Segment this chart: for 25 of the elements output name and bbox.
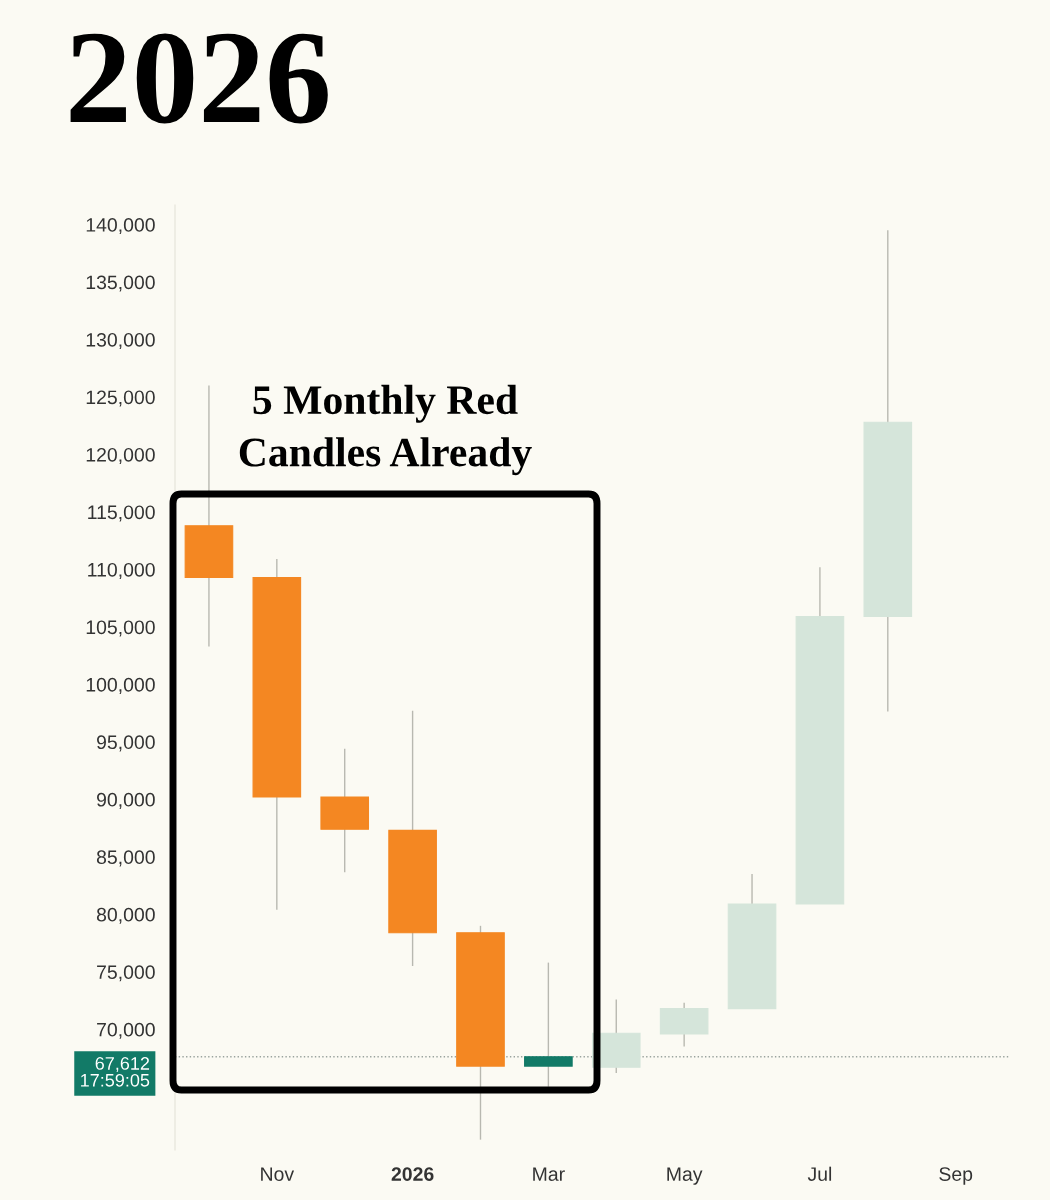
y-tick-label: 100,000 xyxy=(86,677,155,694)
y-tick-label: 70,000 xyxy=(97,1022,155,1039)
y-tick-label: 85,000 xyxy=(96,850,155,867)
x-tick-label: Mar xyxy=(533,1167,565,1181)
ref-line-label: 67,612 17:59:05 xyxy=(81,1057,150,1087)
y-tick-label: 110,000 xyxy=(88,562,155,579)
y-tick-label: 130,000 xyxy=(86,332,155,350)
x-tick-label: May xyxy=(667,1167,703,1185)
y-tick-label: 140,000 xyxy=(86,218,155,235)
y-tick-label: 80,000 xyxy=(96,907,155,924)
y-tick-label: 120,000 xyxy=(86,447,155,464)
x-tick-label: Sep xyxy=(939,1167,973,1185)
y-tick-label: 115,000 xyxy=(88,505,155,522)
annotation: 5 Monthly Red Candles Already xyxy=(239,384,532,476)
x-tick-label: Nov xyxy=(261,1167,295,1181)
y-tick-label: 75,000 xyxy=(97,965,155,982)
x-tick-label: Jul xyxy=(807,1166,832,1181)
y-tick-label: 105,000 xyxy=(86,620,155,637)
candlestick xyxy=(524,961,573,1088)
y-tick-label: 125,000 xyxy=(86,390,155,407)
y-tick-label: 95,000 xyxy=(97,735,155,752)
y-tick-label: 90,000 xyxy=(97,792,155,809)
y-tick-label: 135,000 xyxy=(86,275,155,292)
chart-title: 2026 xyxy=(70,33,328,124)
x-tick-label: 2026 xyxy=(391,1167,434,1181)
